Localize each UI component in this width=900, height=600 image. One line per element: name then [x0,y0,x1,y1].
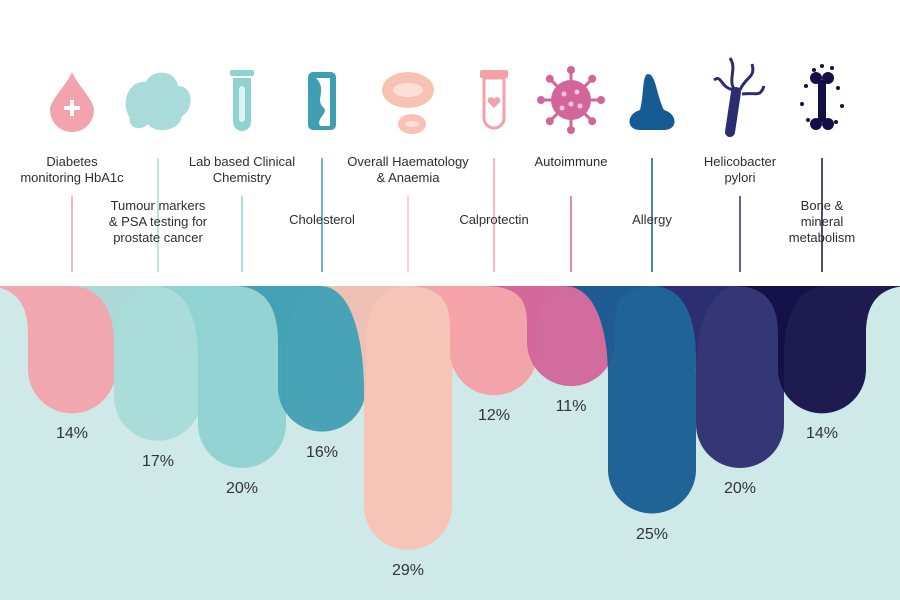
category-label-5: Calprotectin [459,212,529,227]
value-label-8: 20% [723,480,757,497]
value-label-9: 14% [805,425,839,443]
category-label-8: Helicobacter pylori [703,154,777,185]
drop-bar-0 [0,286,160,414]
category-label-1: Tumour markers & PSA testing for prostat… [108,198,208,245]
category-label-7: Allergy [632,212,672,227]
nose-icon [629,74,675,130]
red-blood-cells-icon [382,72,434,134]
value-label-0: 14% [55,425,89,443]
value-label-6: 11% [555,398,587,416]
test-tube-icon [230,70,254,131]
category-label-2: Lab based Clinical Chemistry [188,154,296,185]
blood-drop-icon [50,72,94,132]
value-label-5: 12% [477,407,511,425]
sample-tube-icon [480,70,508,130]
virus-icon [537,66,605,134]
value-label-3: 16% [305,443,339,461]
category-label-6: Autoimmune [534,154,608,169]
category-label-4: Overall Haematology & Anaemia [347,154,469,185]
value-label-4: 29% [391,561,425,579]
drop-bar-9 [734,286,900,414]
bacterium-icon [713,57,766,137]
bone-icon [800,64,844,130]
value-label-2: 20% [225,480,259,497]
category-label-0: Diabetes monitoring HbA1c [20,154,124,185]
category-label-9: Bone & mineral metabolism [788,198,856,245]
category-label-3: Cholesterol [289,212,355,227]
value-label-7: 25% [635,525,669,543]
cloud-cell-icon [125,72,191,131]
drops-group [0,286,900,550]
blocked-artery-icon [308,72,336,130]
value-label-1: 17% [141,452,175,470]
